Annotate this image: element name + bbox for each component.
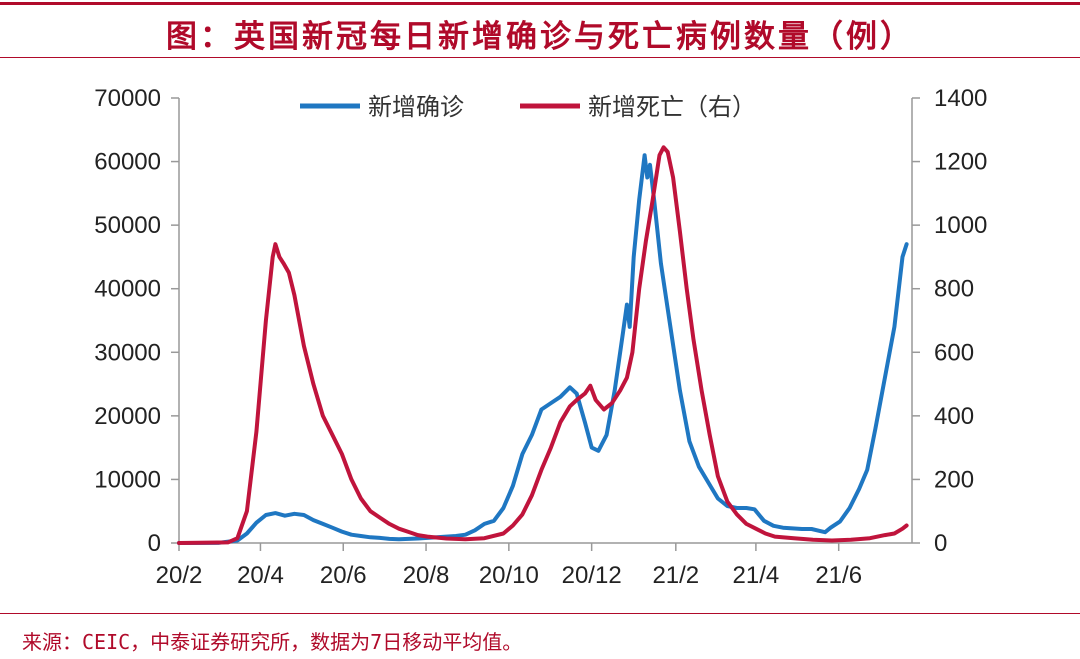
series-line-deaths <box>177 145 909 545</box>
x-tick-label: 21/4 <box>733 562 780 589</box>
series-line-cases <box>177 153 909 545</box>
chart-lines <box>177 145 909 545</box>
left-tick-label: 40000 <box>94 276 161 303</box>
line-chart: 0 10000 20000 30000 40000 50000 60000 70000 0 200… <box>94 85 987 589</box>
right-tick-label: 1200 <box>934 149 987 176</box>
left-tick-label: 70000 <box>94 85 161 112</box>
right-tick-label: 0 <box>934 530 947 557</box>
x-tick-label: 21/6 <box>815 562 862 589</box>
legend-label-cases: 新增确诊 <box>368 93 464 121</box>
right-tick-label: 600 <box>934 339 974 366</box>
x-tick-label: 20/10 <box>479 562 539 589</box>
chart-title: 图：英国新冠每日新增确诊与死亡病例数量（例） <box>166 19 914 55</box>
x-tick-label: 20/4 <box>237 562 284 589</box>
x-tick-label: 20/8 <box>403 562 450 589</box>
x-tick-label: 21/2 <box>652 562 699 589</box>
right-tick-label: 200 <box>934 466 974 493</box>
chart-legend: 新增确诊 新增死亡（右） <box>300 93 756 121</box>
left-tick-label: 50000 <box>94 212 161 239</box>
header-bottom-rule <box>0 57 1080 58</box>
x-tick-label: 20/6 <box>320 562 367 589</box>
chart-axes: 0 10000 20000 30000 40000 50000 60000 70000 0 200… <box>94 85 987 589</box>
footer-rule <box>0 613 1080 614</box>
header-top-rule <box>0 2 1080 5</box>
x-tick-label: 20/2 <box>156 562 203 589</box>
right-tick-label: 1000 <box>934 212 987 239</box>
left-tick-label: 30000 <box>94 339 161 366</box>
source-note: 来源：CEIC，中泰证券研究所，数据为7日移动平均值。 <box>22 630 523 654</box>
right-tick-label: 1400 <box>934 85 987 112</box>
left-tick-label: 20000 <box>94 403 161 430</box>
left-tick-label: 10000 <box>94 466 161 493</box>
left-tick-label: 0 <box>148 530 161 557</box>
right-tick-label: 800 <box>934 276 974 303</box>
x-tick-label: 20/12 <box>562 562 622 589</box>
left-tick-label: 60000 <box>94 149 161 176</box>
chart-header: 图：英国新冠每日新增确诊与死亡病例数量（例） <box>0 0 1080 60</box>
legend-label-deaths: 新增死亡（右） <box>588 93 756 121</box>
right-tick-label: 400 <box>934 403 974 430</box>
